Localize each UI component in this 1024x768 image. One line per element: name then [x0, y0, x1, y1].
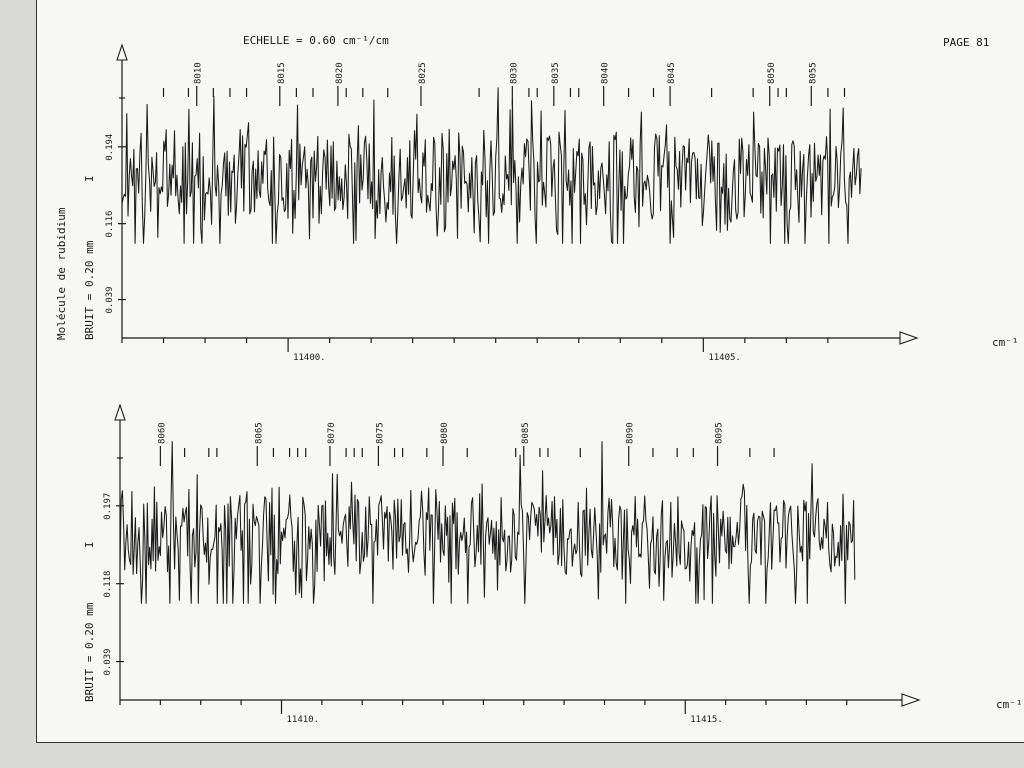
y-tick-label: 0.039: [105, 286, 115, 313]
y-axis-label-top: BRUIT = 0.20 mm: [83, 240, 96, 340]
x-tick-label: 11405.: [708, 353, 741, 363]
y-tick-label: 0.118: [103, 571, 113, 598]
line-marker-label: 8095: [715, 422, 725, 444]
line-marker-label: 8075: [375, 422, 385, 444]
y-tick-label: 0.116: [105, 211, 115, 238]
x-unit-label-bottom: cm⁻¹: [996, 698, 1023, 711]
line-marker-label: 8065: [254, 422, 264, 444]
x-axis-arrow-top: [899, 331, 919, 345]
y-tick-label: 0.194: [105, 134, 115, 161]
line-marker-label: 8020: [335, 62, 345, 84]
y-symbol-top: I: [83, 175, 96, 182]
line-markers-bottom: 8060 8065 8070 8075 8080 8085 8090 8095: [157, 422, 775, 466]
y-axis-arrow-top: [116, 43, 128, 61]
y-ticks-bottom: 0.039 0.118 0.197: [103, 457, 124, 676]
line-marker-label: 8085: [521, 422, 531, 444]
line-marker-label: 8035: [551, 62, 561, 84]
x-ticks-top: 11400. 11405.: [121, 338, 829, 363]
x-unit-label-top: cm⁻¹: [992, 336, 1019, 349]
line-marker-label: 8025: [418, 62, 428, 84]
scale-header: ECHELLE = 0.60 cm⁻¹/cm: [243, 34, 389, 47]
line-marker-label: 8070: [327, 422, 337, 444]
line-marker-label: 8060: [157, 422, 167, 444]
page-number: PAGE 81: [943, 36, 989, 49]
y-tick-label: 0.197: [103, 493, 113, 520]
line-marker-label: 8080: [440, 422, 450, 444]
x-axis-arrow-bottom: [901, 693, 921, 707]
spectrum-page: [36, 0, 1024, 743]
spectrum-trace-top: [121, 87, 862, 244]
line-marker-label: 8030: [509, 62, 519, 84]
spectrum-panel-bottom: cm⁻¹ BRUIT = 0.20 mm I 0.039 0.118 0.197 1…: [83, 403, 1023, 725]
molecule-label: Molécule de rubidium: [55, 207, 68, 340]
line-marker-label: 8010: [194, 62, 204, 84]
x-tick-label: 11410.: [287, 715, 320, 725]
y-axis-label-bottom: BRUIT = 0.20 mm: [83, 602, 96, 702]
x-tick-label: 11400.: [293, 353, 326, 363]
line-markers-top: 8010 8015 8020 8025 8030 8035 8040 8045 8050 8055: [162, 62, 846, 106]
line-marker-label: 8040: [601, 62, 611, 84]
y-tick-label: 0.039: [103, 648, 113, 675]
x-tick-label: 11415.: [690, 715, 723, 725]
spectrum-trace-bottom: [119, 441, 856, 604]
line-marker-label: 8055: [808, 62, 818, 84]
line-marker-label: 8015: [277, 62, 287, 84]
spectrum-panel-top: cm⁻¹ BRUIT = 0.20 mm I 0.039 0.116 0.194 1…: [83, 43, 1019, 363]
y-axis-arrow-bottom: [114, 403, 126, 421]
line-marker-label: 8090: [626, 422, 636, 444]
x-ticks-bottom: 11410. 11415.: [119, 700, 848, 725]
line-marker-label: 8045: [667, 62, 677, 84]
y-ticks-top: 0.039 0.116 0.194: [105, 97, 126, 314]
line-marker-label: 8050: [767, 62, 777, 84]
y-symbol-bottom: I: [83, 541, 96, 548]
